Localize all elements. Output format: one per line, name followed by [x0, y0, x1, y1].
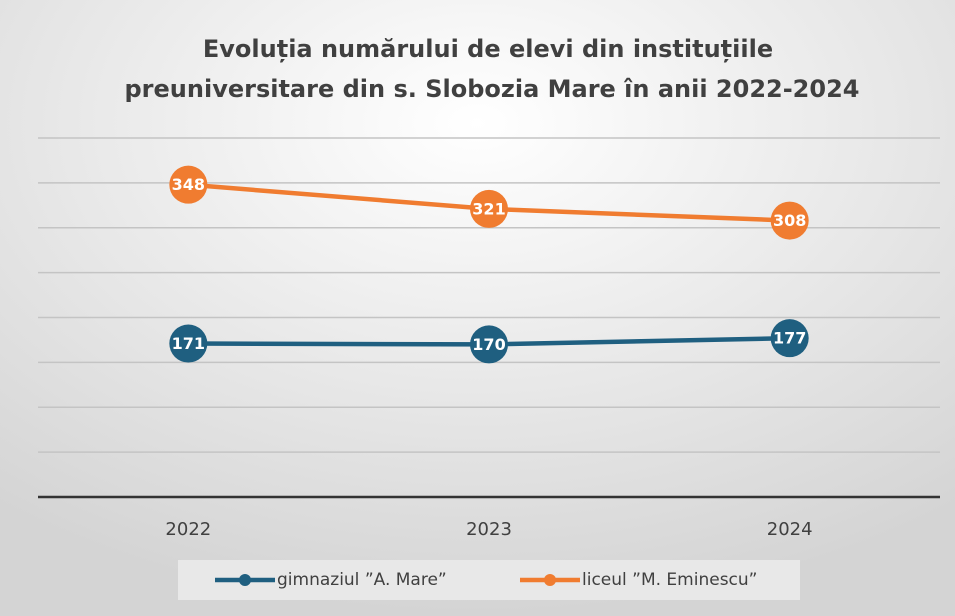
data-label: 348	[172, 175, 205, 194]
legend-marker	[544, 574, 556, 586]
chart-title: Evoluția numărului de elevi din instituț…	[203, 35, 773, 63]
legend-marker	[239, 574, 251, 586]
data-label: 170	[472, 335, 505, 354]
chart-title: preuniversitare din s. Slobozia Mare în …	[125, 75, 860, 103]
legend-label: gimnaziul ”A. Mare”	[277, 570, 447, 590]
data-label: 321	[472, 199, 505, 218]
point	[169, 324, 208, 363]
point	[770, 201, 809, 240]
point	[770, 319, 809, 358]
x-tick-label: 2022	[165, 519, 211, 540]
point	[470, 325, 508, 364]
legend-box	[178, 560, 800, 600]
data-label: 308	[773, 211, 806, 230]
point	[470, 189, 508, 228]
point	[169, 165, 208, 204]
data-label: 171	[172, 334, 205, 353]
data-label: 177	[773, 329, 806, 348]
x-tick-label: 2024	[767, 519, 813, 540]
legend-label: liceul ”M. Eminescu”	[582, 570, 757, 590]
x-tick-label: 2023	[466, 519, 512, 540]
